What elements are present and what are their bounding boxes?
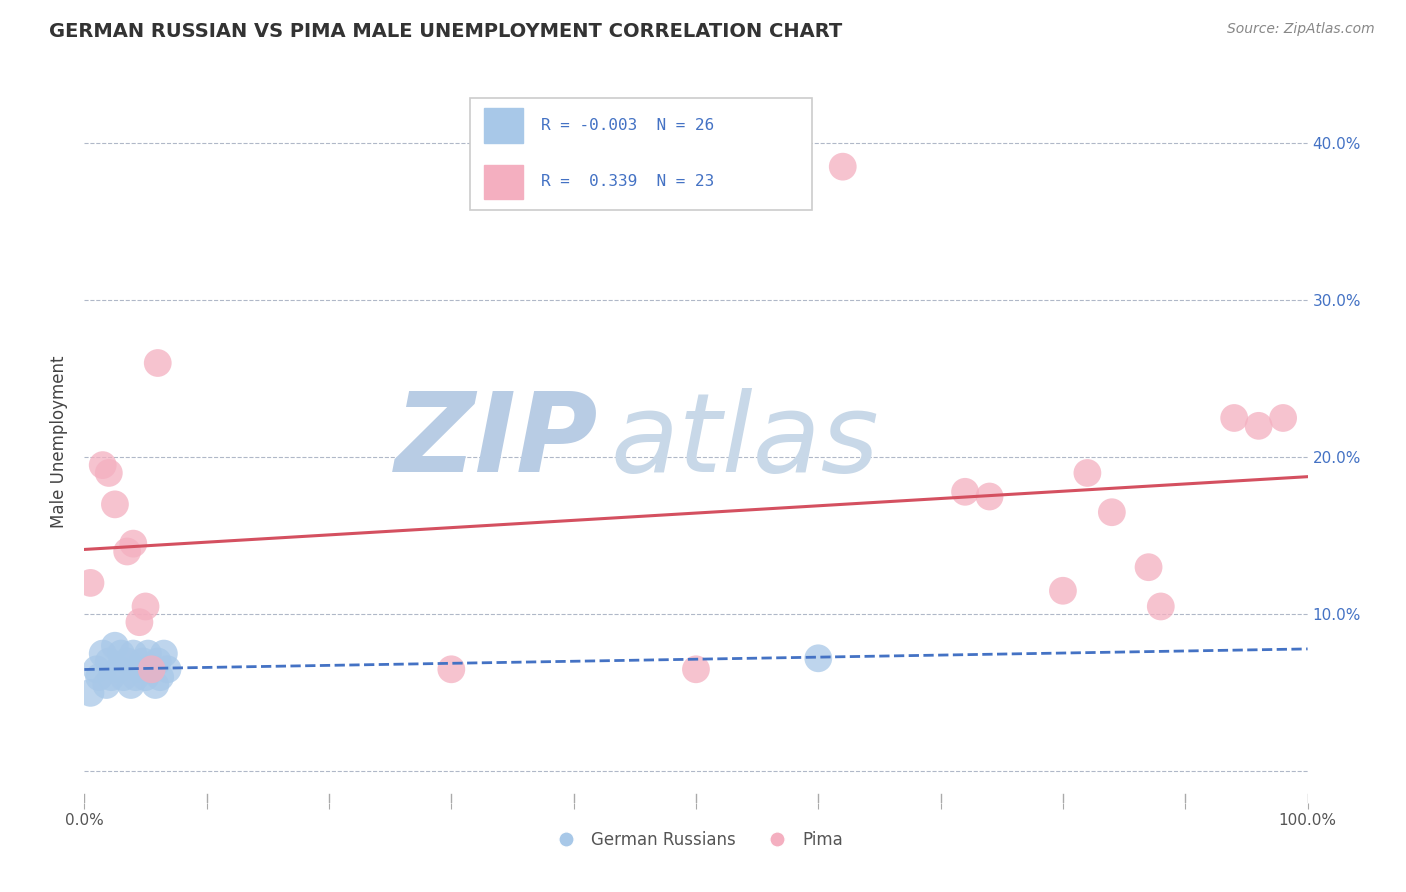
Point [97, 466, 120, 480]
Text: GERMAN RUSSIAN VS PIMA MALE UNEMPLOYMENT CORRELATION CHART: GERMAN RUSSIAN VS PIMA MALE UNEMPLOYMENT… [49, 22, 842, 41]
Point [1101, 505, 1123, 519]
Point [953, 484, 976, 499]
Point [97, 655, 120, 669]
Point [1223, 411, 1246, 425]
Point [122, 536, 145, 550]
Point [146, 356, 169, 370]
Text: R = -0.003  N = 26: R = -0.003 N = 26 [541, 118, 714, 133]
Point [91, 647, 114, 661]
Point [128, 615, 150, 630]
Point [136, 647, 159, 661]
Y-axis label: Male Unemployment: Male Unemployment [51, 355, 69, 528]
Point [122, 647, 145, 661]
Text: ZIP: ZIP [395, 388, 598, 495]
Point [135, 670, 157, 684]
Legend: German Russians, Pima: German Russians, Pima [543, 824, 849, 856]
Point [115, 544, 138, 558]
Point [141, 662, 163, 676]
Point [87, 670, 110, 684]
Point [1052, 583, 1074, 598]
Point [807, 651, 830, 665]
Point [79, 575, 101, 590]
Text: R =  0.339  N = 23: R = 0.339 N = 23 [541, 174, 714, 189]
Point [141, 662, 163, 676]
Point [831, 160, 853, 174]
Point [146, 655, 169, 669]
Point [100, 670, 122, 684]
Point [96, 678, 118, 692]
Point [110, 647, 132, 661]
Point [1272, 411, 1295, 425]
Point [979, 490, 1001, 504]
Point [143, 678, 166, 692]
Point [153, 647, 176, 661]
Bar [484, 165, 523, 200]
Point [91, 458, 114, 472]
Point [132, 655, 155, 669]
Point [115, 655, 138, 669]
Point [1137, 560, 1160, 574]
Text: Source: ZipAtlas.com: Source: ZipAtlas.com [1227, 22, 1375, 37]
Point [79, 686, 101, 700]
Point [1150, 599, 1173, 614]
Point [156, 662, 179, 676]
Point [86, 662, 108, 676]
Point [440, 662, 463, 676]
Point [120, 678, 142, 692]
Point [104, 497, 127, 511]
Bar [484, 109, 523, 143]
FancyBboxPatch shape [470, 98, 813, 211]
Text: atlas: atlas [610, 388, 879, 495]
Point [685, 662, 707, 676]
Point [1076, 466, 1098, 480]
Point [112, 670, 135, 684]
Point [135, 599, 157, 614]
Point [1247, 418, 1270, 433]
Point [125, 670, 148, 684]
Point [107, 662, 129, 676]
Point [128, 662, 150, 676]
Point [104, 639, 127, 653]
Point [149, 670, 172, 684]
